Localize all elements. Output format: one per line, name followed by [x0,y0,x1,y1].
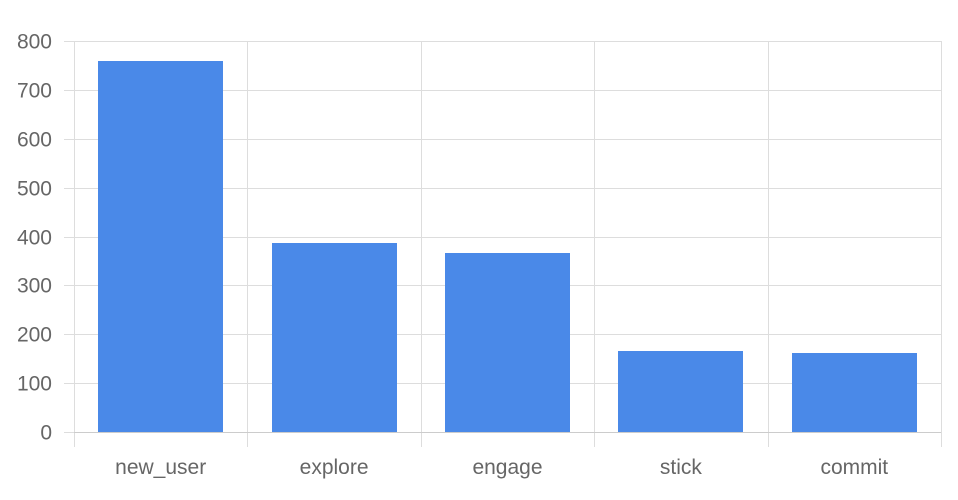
y-tick-label: 800 [17,31,52,54]
y-tick-label: 0 [40,422,52,445]
x-tick-label: explore [300,456,369,479]
bar-layer [98,61,917,432]
y-tick-label: 500 [17,178,52,201]
y-tick-label: 600 [17,129,52,152]
bar-new-user [98,61,223,432]
x-tick-label: commit [820,456,888,479]
bar-stick [618,351,743,432]
bar-commit [792,353,917,432]
label-layer: 0 100 200 300 400 500 600 700 800 new_user explore… [17,31,888,480]
bar-explore [272,243,397,432]
y-tick-label: 200 [17,324,52,347]
y-tick-label: 400 [17,227,52,250]
x-tick-label: stick [660,456,703,479]
y-tick-label: 100 [17,373,52,396]
y-tick-label: 700 [17,80,52,103]
y-tick-label: 300 [17,275,52,298]
x-tick-label: engage [472,456,542,479]
x-tick-label: new_user [115,456,206,479]
bar-engage [445,253,570,432]
